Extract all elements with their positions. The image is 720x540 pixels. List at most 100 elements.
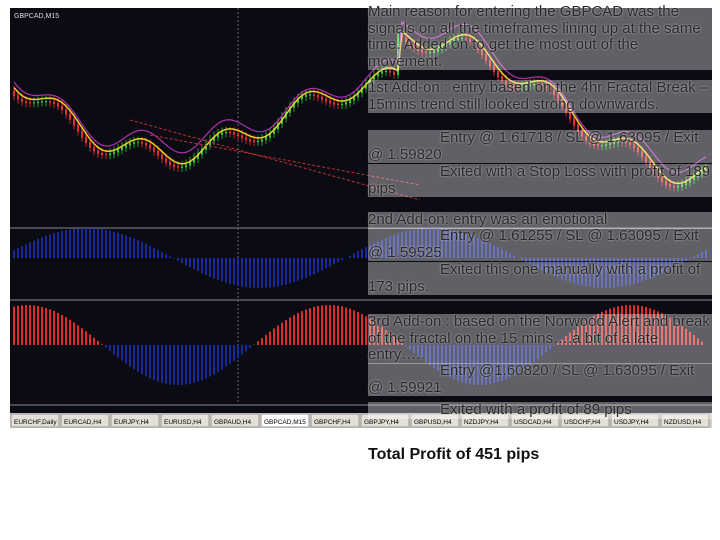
histogram-bar	[469, 345, 471, 385]
candle-body	[645, 156, 647, 163]
histogram-bar	[693, 256, 695, 258]
tab[interactable]	[410, 413, 460, 428]
tab-label[interactable]: USDJPY,H4	[614, 419, 649, 426]
histogram-bar	[697, 254, 699, 258]
histogram-bar	[461, 232, 463, 258]
histogram-bar	[581, 258, 583, 286]
tab-label[interactable]: GBPCHF,H4	[314, 419, 351, 426]
candle-body	[257, 140, 259, 143]
note-paragraph: Entry @ 1.61718 / SL @ 1.63095 / Exit @ …	[368, 129, 712, 163]
histogram-bar	[177, 345, 179, 385]
tab[interactable]	[60, 413, 110, 428]
tab[interactable]	[660, 413, 710, 428]
histogram-bar	[413, 229, 415, 258]
candle-body	[537, 83, 539, 85]
note-paragraph: Exited with a profit of 89 pips	[368, 401, 712, 419]
tab[interactable]	[310, 413, 360, 428]
histogram-bar	[641, 306, 643, 345]
tab-label[interactable]: EURUSD,H4	[164, 419, 202, 426]
tab-label[interactable]: EURJPY,H4	[114, 419, 149, 426]
histogram-bar	[41, 306, 43, 345]
histogram-bar	[205, 345, 207, 379]
histogram-bar	[241, 258, 243, 287]
tab-label[interactable]: GBPCAD,M15	[264, 419, 306, 426]
tab[interactable]	[10, 413, 60, 428]
histogram-bar	[289, 317, 291, 345]
tab[interactable]	[360, 413, 410, 428]
histogram-bar	[405, 345, 407, 347]
tab-label[interactable]: GBPUSD,H4	[414, 419, 452, 426]
histogram-bar	[521, 345, 523, 371]
histogram-bar	[509, 253, 511, 258]
histogram-bar	[137, 240, 139, 258]
histogram-bar	[293, 315, 295, 345]
candle-body	[377, 72, 379, 77]
histogram-bar	[505, 251, 507, 258]
tab[interactable]	[210, 413, 260, 428]
tab[interactable]	[460, 413, 510, 428]
histogram-bar	[497, 345, 499, 383]
histogram-bar	[229, 258, 231, 284]
tab-label[interactable]: EURCAD,H4	[64, 419, 102, 426]
histogram-bar	[697, 338, 699, 345]
histogram-bar	[417, 228, 419, 258]
candle-body	[437, 48, 439, 52]
candle-body	[449, 40, 451, 45]
candle-body	[357, 92, 359, 98]
histogram-bar	[153, 247, 155, 258]
tab[interactable]	[610, 413, 660, 428]
histogram-bar	[489, 243, 491, 258]
tab-label[interactable]: USDCHF,H4	[564, 419, 601, 426]
candle-body	[673, 185, 675, 188]
candle-body	[21, 98, 23, 102]
tab[interactable]	[510, 413, 560, 428]
histogram-bar	[189, 258, 191, 268]
candle-body	[701, 170, 703, 175]
note-paragraph: Main reason for entering the GBPCAD was …	[368, 3, 712, 70]
histogram-bar	[625, 305, 627, 345]
candle-body	[561, 99, 563, 107]
candle-body	[389, 70, 391, 73]
tab[interactable]	[110, 413, 160, 428]
tab-label[interactable]: GBPAUD,H4	[214, 419, 251, 426]
histogram-bar	[101, 344, 103, 345]
candle-body	[353, 96, 355, 101]
histogram-bar	[377, 324, 379, 345]
histogram-bar	[341, 258, 343, 260]
histogram-bar	[521, 258, 523, 260]
histogram-bar	[541, 258, 543, 271]
histogram-bar	[245, 345, 247, 352]
tab[interactable]	[560, 413, 610, 428]
histogram-bar	[381, 239, 383, 258]
tab-label[interactable]: NZDUSD,H4	[664, 419, 702, 426]
candle-body	[57, 103, 59, 107]
candle-body	[325, 98, 327, 102]
histogram-bar	[401, 343, 403, 345]
candle-body	[681, 184, 683, 187]
histogram-bar	[685, 328, 687, 345]
candle-body	[185, 164, 187, 168]
histogram-bar	[625, 258, 627, 286]
histogram-bar	[597, 313, 599, 345]
moving-average	[13, 20, 707, 174]
histogram-bar	[421, 228, 423, 258]
candle-body	[369, 78, 371, 85]
histogram-bar	[45, 307, 47, 345]
tab[interactable]	[260, 413, 310, 428]
candle-body	[17, 95, 19, 100]
candle-body	[625, 141, 627, 144]
histogram-bar	[337, 305, 339, 345]
candle-body	[129, 142, 131, 146]
candle-body	[329, 100, 331, 104]
histogram-bar	[305, 309, 307, 345]
tab[interactable]	[160, 413, 210, 428]
histogram-bar	[701, 252, 703, 258]
tab-label[interactable]: USDCAD,H4	[514, 419, 552, 426]
candle-body	[553, 89, 555, 96]
histogram-bar	[609, 258, 611, 288]
tab-label[interactable]: EURCHF,Daily	[14, 419, 57, 426]
tab-label[interactable]: NZDJPY,H4	[464, 419, 499, 426]
histogram-bar	[181, 345, 183, 385]
histogram-bar	[501, 345, 503, 381]
tab-label[interactable]: GBPJPY,H4	[364, 419, 399, 426]
